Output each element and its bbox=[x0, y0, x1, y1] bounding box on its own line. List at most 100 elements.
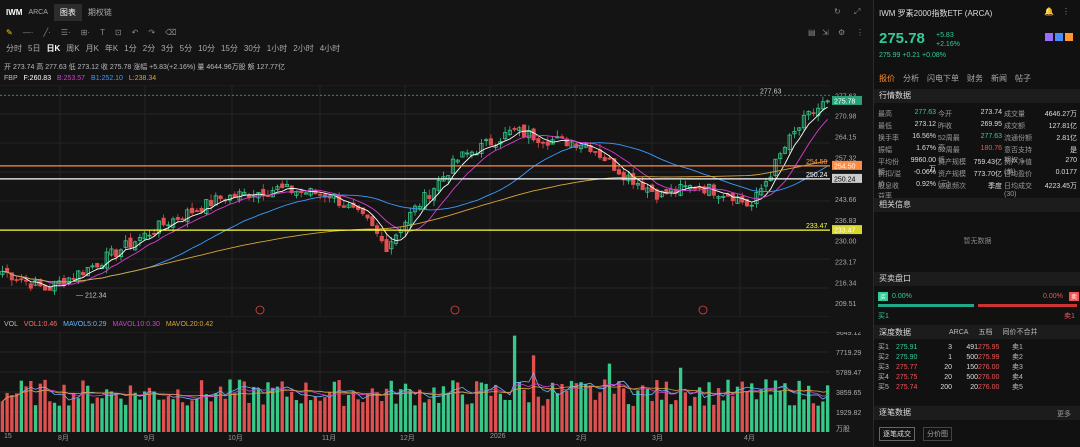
depth-exchange[interactable]: ARCA bbox=[949, 328, 969, 336]
more-link[interactable]: 更多 bbox=[1057, 411, 1071, 418]
candle bbox=[71, 278, 76, 280]
candle bbox=[137, 237, 142, 241]
redo-icon[interactable]: ↷ bbox=[148, 27, 156, 37]
order-book-cell: 500 bbox=[966, 374, 978, 381]
tick-trades-button[interactable]: 逐笔成交 bbox=[879, 427, 915, 441]
stat-value: 273.12 bbox=[914, 121, 936, 128]
candle bbox=[408, 211, 413, 225]
period-2[interactable]: 日K bbox=[46, 44, 61, 53]
period-8[interactable]: 3分 bbox=[161, 44, 174, 53]
quote-tab-0[interactable]: 报价 bbox=[879, 73, 895, 83]
period-selector: 分时 5日 日K 周K 月K 年K 1分 2分 3分 5分 10分 15分 30分 1小时 2小时 4小时 bbox=[0, 43, 340, 55]
candle bbox=[90, 265, 95, 268]
volume-bar bbox=[157, 399, 161, 432]
text-icon[interactable]: T bbox=[100, 27, 105, 37]
volume-bar bbox=[199, 380, 204, 432]
stat-value: 759.43亿 bbox=[973, 159, 1002, 166]
volume-bar bbox=[147, 387, 152, 432]
candle bbox=[763, 181, 769, 187]
undo-icon[interactable]: ↶ bbox=[131, 27, 139, 37]
period-6[interactable]: 1分 bbox=[124, 44, 137, 53]
order-book-cell: 卖1 bbox=[1012, 344, 1023, 351]
price-tick: 216.34 bbox=[835, 280, 857, 287]
quote-tab-5[interactable]: 帖子 bbox=[1015, 73, 1031, 83]
volume-bar bbox=[124, 404, 128, 432]
tab-options[interactable]: 期权链 bbox=[87, 8, 112, 17]
vol-tick: 9649.12 bbox=[836, 332, 861, 337]
depth-merge[interactable]: 同价不合并 bbox=[1002, 329, 1038, 336]
volume-bar bbox=[659, 399, 664, 432]
period-9[interactable]: 5分 bbox=[179, 44, 193, 53]
candle bbox=[626, 174, 631, 182]
tab-bar: IWM ARCA 图表 期权链 ↻ ⤢ bbox=[0, 4, 872, 21]
period-4[interactable]: 月K bbox=[85, 44, 99, 53]
candle bbox=[152, 232, 157, 235]
period-5[interactable]: 年K bbox=[104, 44, 119, 53]
period-0[interactable]: 分时 bbox=[6, 44, 22, 53]
settings-icon[interactable]: ⚙ bbox=[838, 27, 846, 37]
line-icon[interactable]: —· bbox=[22, 27, 34, 37]
volume-bar bbox=[29, 380, 33, 432]
volume-bar bbox=[773, 380, 778, 432]
stat-label: 派息频次 bbox=[938, 183, 966, 190]
cursor-icon[interactable]: ✎ bbox=[6, 27, 13, 37]
volume-bar bbox=[754, 399, 759, 432]
quote-tab-4[interactable]: 新闻 bbox=[991, 73, 1007, 83]
candle bbox=[706, 183, 712, 196]
ma5-line bbox=[2, 106, 828, 288]
volume-bar bbox=[422, 402, 427, 432]
indicator-icon[interactable]: ⇲ bbox=[822, 27, 829, 37]
fullscreen-icon[interactable]: ⤢ bbox=[854, 7, 861, 16]
shapes-icon[interactable]: ⊞· bbox=[80, 27, 91, 37]
quote-tab-3[interactable]: 财务 bbox=[967, 73, 983, 83]
depth-level[interactable]: 五档 bbox=[978, 329, 993, 336]
candle bbox=[393, 234, 399, 244]
price-distribution-button[interactable]: 分价图 bbox=[923, 427, 952, 441]
volume-bar bbox=[71, 393, 76, 432]
period-14[interactable]: 2小时 bbox=[293, 44, 314, 53]
volume-chart[interactable]: 9649.12 7719.29 5789.47 3859.65 1929.82 万股 bbox=[0, 332, 872, 432]
quote-tab-2[interactable]: 闪电下单 bbox=[927, 73, 959, 83]
candle bbox=[337, 195, 342, 206]
period-11[interactable]: 15分 bbox=[220, 44, 238, 53]
period-15[interactable]: 4小时 bbox=[319, 44, 341, 53]
candle bbox=[256, 191, 261, 199]
period-13[interactable]: 1小时 bbox=[266, 44, 288, 53]
layout-icon[interactable]: ▤ bbox=[808, 27, 816, 37]
volume-bar bbox=[612, 393, 616, 432]
quote-tab-1[interactable]: 分析 bbox=[903, 73, 919, 83]
clear-icon[interactable]: ⌫ bbox=[165, 27, 177, 37]
order-book-cell: 买3 bbox=[878, 364, 889, 371]
more-icon[interactable]: ⋮ bbox=[856, 27, 864, 37]
alert-icon[interactable]: 🔔 bbox=[1044, 7, 1054, 16]
sell-pct: 0.00% bbox=[1043, 293, 1063, 300]
candle bbox=[80, 272, 86, 276]
fib-icon[interactable]: ☰· bbox=[60, 27, 71, 37]
more-icon[interactable]: ⋮ bbox=[1062, 7, 1070, 16]
candle bbox=[318, 193, 323, 196]
period-3[interactable]: 周K bbox=[66, 44, 80, 53]
candle bbox=[185, 209, 190, 223]
tab-symbol[interactable]: IWM bbox=[6, 8, 23, 17]
volume-bar bbox=[356, 399, 360, 432]
period-7[interactable]: 2分 bbox=[142, 44, 156, 53]
volume-bar bbox=[693, 396, 697, 432]
refresh-icon[interactable]: ↻ bbox=[834, 7, 841, 16]
order-book-row: 买5 275.74 200 20 276.00 卖5 bbox=[874, 383, 1080, 393]
period-1[interactable]: 5日 bbox=[28, 44, 41, 53]
period-12[interactable]: 30分 bbox=[243, 44, 261, 53]
buy-level-label: 买1 bbox=[878, 313, 889, 320]
volume-bar bbox=[555, 393, 559, 432]
volume-bar bbox=[218, 386, 223, 432]
candle bbox=[299, 191, 304, 193]
measure-icon[interactable]: ⊡ bbox=[114, 27, 122, 37]
high-tag: 277.63 bbox=[760, 88, 782, 95]
tab-chart[interactable]: 图表 bbox=[53, 4, 82, 21]
ray-icon[interactable]: ╱· bbox=[43, 27, 51, 37]
volume-bar bbox=[418, 389, 422, 432]
candle bbox=[744, 199, 750, 207]
price-tick: 264.15 bbox=[835, 134, 857, 141]
period-10[interactable]: 10分 bbox=[198, 44, 215, 53]
vol-tick: 5789.47 bbox=[836, 370, 861, 377]
